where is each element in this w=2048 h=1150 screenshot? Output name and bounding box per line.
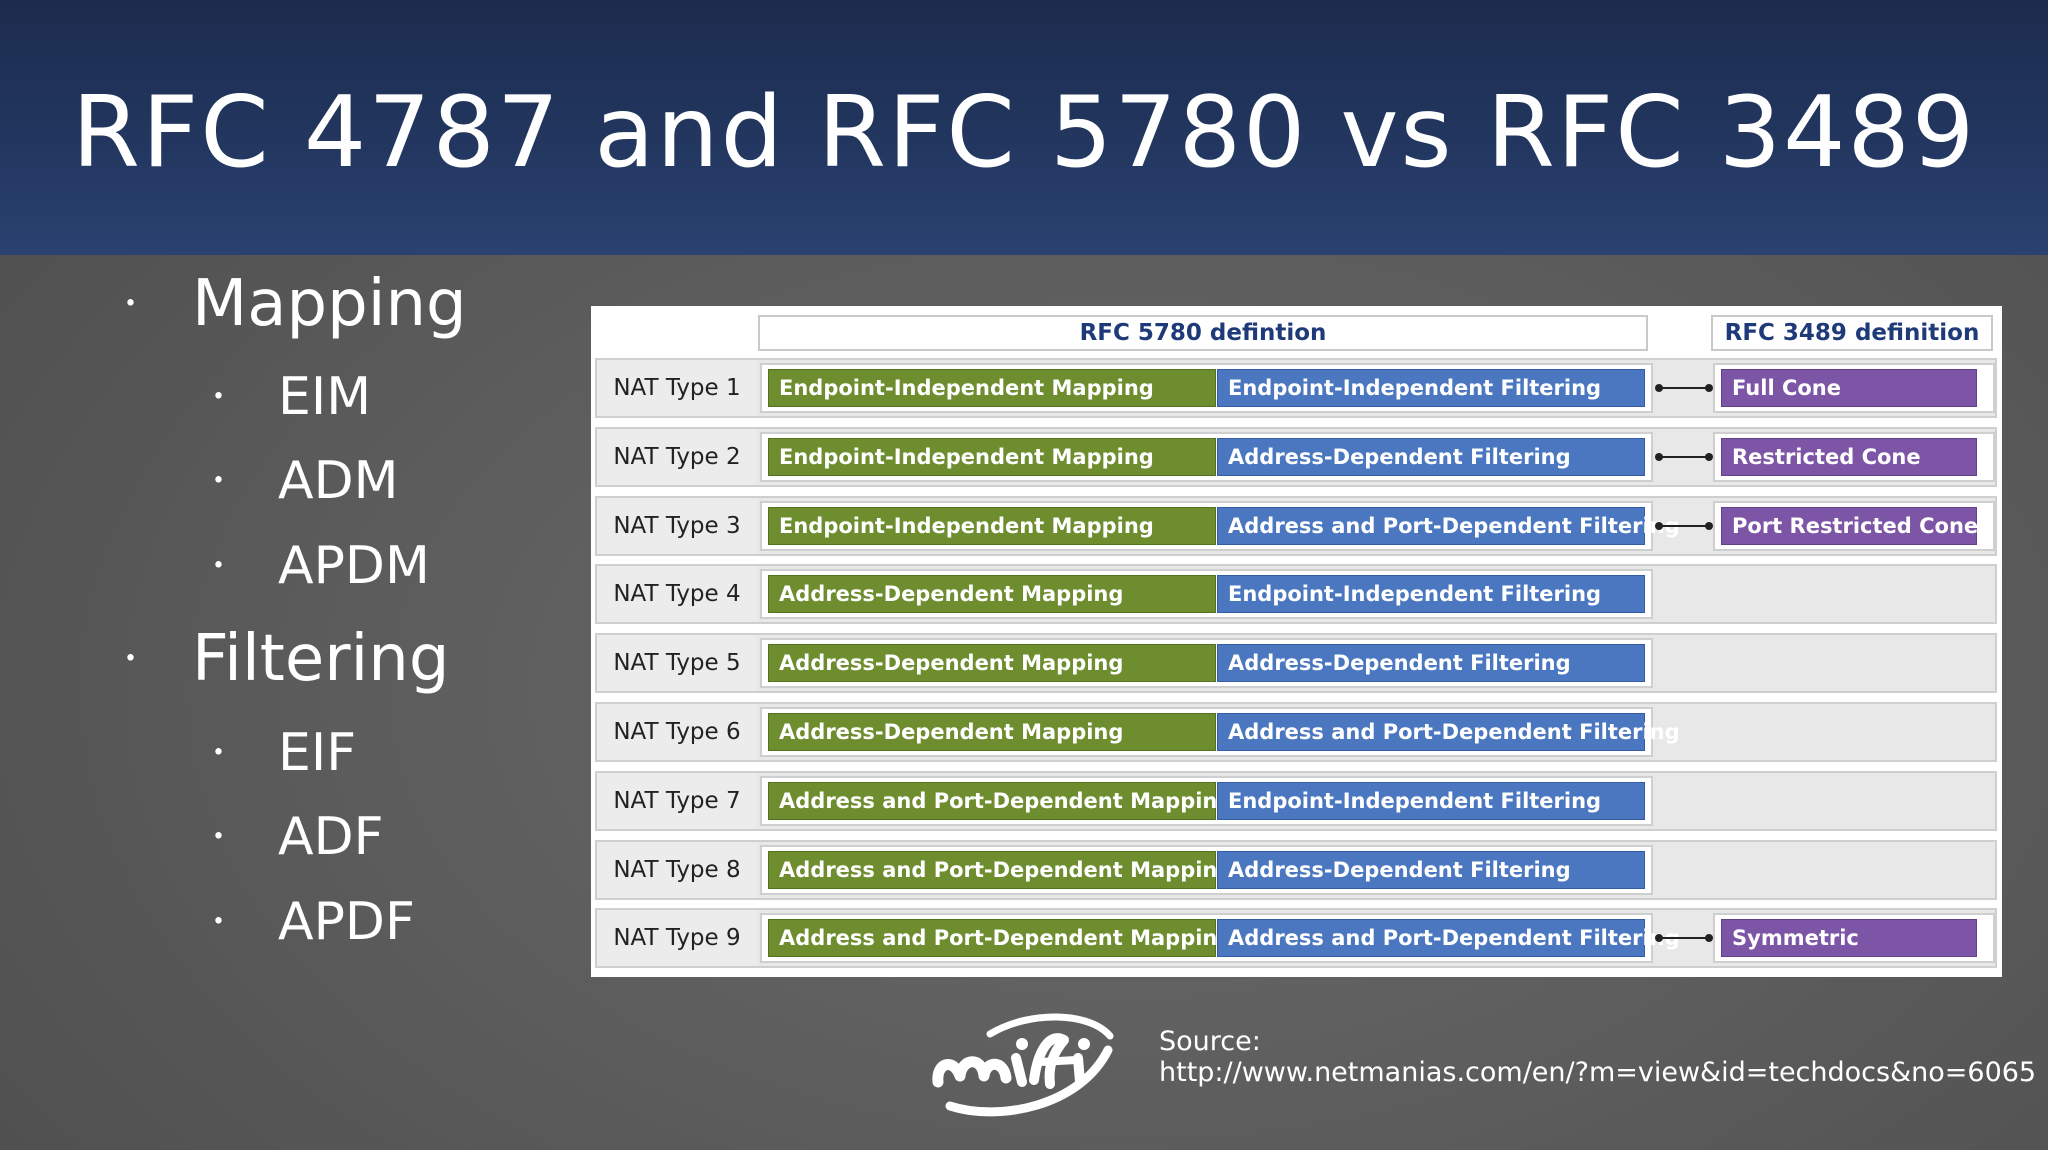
bullet-item: • ADM [212,451,399,511]
rfc3489-nat-type: Full Cone [1721,369,1977,407]
nat-type-label: NAT Type 2 [597,428,757,485]
nat-type-row: NAT Type 5 Address-Dependent Mapping Addre… [595,633,1997,694]
rfc3489-nat-type: Symmetric [1721,919,1977,958]
rfc5780-cell: Endpoint-Independent Mapping Endpoint-Ind… [760,363,1653,413]
rfc3489-cell: Port Restricted Cone [1713,500,1995,551]
rfc3489-header: RFC 3489 definition [1711,315,1993,351]
filtering-behavior: Endpoint-Independent Filtering [1217,575,1645,614]
nat-type-label: NAT Type 6 [597,704,757,760]
connector-line [1655,521,1713,530]
bullet-label: Filtering [192,622,450,696]
bullet-item: • Mapping [124,267,467,341]
bullet-dot: • [124,291,137,317]
filtering-behavior: Address and Port-Dependent Filtering [1217,506,1680,545]
filtering-behavior: Endpoint-Independent Filtering [1217,369,1645,407]
mapping-behavior: Address-Dependent Mapping [768,575,1216,614]
title-banner: RFC 4787 and RFC 5780 vs RFC 3489 [0,0,2048,255]
connector-line [1655,452,1713,461]
bullet-label: Mapping [192,267,467,341]
rfc5780-header: RFC 5780 defintion [758,315,1648,351]
rfc5780-cell: Address and Port-Dependent Mapping Endpoi… [760,775,1653,826]
filtering-behavior: Address-Dependent Filtering [1217,437,1645,476]
filtering-behavior: Address-Dependent Filtering [1217,644,1645,683]
nat-type-row: NAT Type 6 Address-Dependent Mapping Addre… [595,702,1997,762]
mapping-behavior: Address-Dependent Mapping [768,713,1216,751]
bullet-label: EIF [278,723,357,783]
rfc5780-cell: Endpoint-Independent Mapping Address and … [760,500,1680,551]
nat-type-label: NAT Type 7 [597,772,757,829]
rfc3489-nat-type: Restricted Cone [1721,437,1977,476]
source-citation: Source: http://www.netmanias.com/en/?m=v… [1159,1026,2036,1088]
bullet-item: • APDF [212,892,415,952]
bullet-label: ADF [278,807,384,867]
mapping-behavior: Address and Port-Dependent Mapping [768,781,1232,820]
bullet-dot: • [212,740,225,766]
rfc5780-cell: Address and Port-Dependent Mapping Addres… [760,913,1680,964]
filtering-behavior: Address and Port-Dependent Filtering [1217,713,1680,751]
source-label: Source: [1159,1026,1261,1057]
bullet-item: • ADF [212,807,384,867]
rfc5780-cell: Address-Dependent Mapping Endpoint-Indepe… [760,569,1653,620]
nat-comparison-table: RFC 5780 defintion RFC 3489 definition N… [591,306,2002,977]
bullet-dot: • [212,553,225,579]
mifi-logo [932,1013,1114,1117]
bullet-item: • Filtering [124,622,450,696]
nat-type-label: NAT Type 4 [597,566,757,623]
connector-line [1655,934,1713,943]
bullet-label: EIM [278,367,372,427]
rfc3489-cell: Symmetric [1713,913,1995,964]
bullet-label: ADM [278,451,399,511]
mapping-behavior: Address-Dependent Mapping [768,644,1216,683]
bullet-item: • EIM [212,367,372,427]
nat-type-label: NAT Type 1 [597,360,757,416]
mapping-behavior: Address and Port-Dependent Mapping [768,919,1232,958]
rfc5780-cell: Address and Port-Dependent Mapping Addres… [760,844,1653,895]
nat-type-row: NAT Type 4 Address-Dependent Mapping Endpo… [595,564,1997,625]
bullet-dot: • [124,646,137,672]
bullet-label: APDF [278,892,415,952]
bullet-label: APDM [278,536,430,596]
bullet-dot: • [212,468,225,494]
filtering-behavior: Address and Port-Dependent Filtering [1217,919,1680,958]
bullet-item: • EIF [212,723,357,783]
mapping-behavior: Address and Port-Dependent Mapping [768,850,1232,889]
mapping-behavior: Endpoint-Independent Mapping [768,437,1216,476]
nat-type-row: NAT Type 2 Endpoint-Independent Mapping Ad… [595,426,1997,487]
nat-type-label: NAT Type 9 [597,910,757,967]
nat-type-row: NAT Type 7 Address and Port-Dependent Map… [595,770,1997,831]
nat-type-label: NAT Type 8 [597,841,757,898]
nat-type-row: NAT Type 8 Address and Port-Dependent Map… [595,839,1997,900]
rfc5780-cell: Address-Dependent Mapping Address-Depende… [760,638,1653,689]
rfc3489-cell: Full Cone [1713,363,1995,413]
nat-type-row: NAT Type 9 Address and Port-Dependent Map… [595,908,1997,969]
rfc3489-nat-type: Port Restricted Cone [1721,506,1978,545]
connector-line [1655,384,1713,392]
bullet-item: • APDM [212,536,430,596]
rfc5780-cell: Address-Dependent Mapping Address and Por… [760,707,1680,757]
filtering-behavior: Endpoint-Independent Filtering [1217,781,1645,820]
rfc5780-cell: Endpoint-Independent Mapping Address-Depe… [760,431,1653,482]
slide-title: RFC 4787 and RFC 5780 vs RFC 3489 [71,76,1977,190]
nat-type-label: NAT Type 3 [597,497,757,554]
bullet-dot: • [212,384,225,410]
rfc3489-cell: Restricted Cone [1713,431,1995,482]
source-url[interactable]: http://www.netmanias.com/en/?m=view&id=t… [1159,1057,2037,1088]
nat-type-row: NAT Type 3 Endpoint-Independent Mapping Ad… [595,495,1997,556]
bullet-dot: • [212,824,225,850]
nat-type-row: NAT Type 1 Endpoint-Independent Mapping En… [595,358,1997,418]
mapping-behavior: Endpoint-Independent Mapping [768,369,1216,407]
bullet-dot: • [212,909,225,935]
nat-type-label: NAT Type 5 [597,635,757,692]
mapping-behavior: Endpoint-Independent Mapping [768,506,1216,545]
filtering-behavior: Address-Dependent Filtering [1217,850,1645,889]
